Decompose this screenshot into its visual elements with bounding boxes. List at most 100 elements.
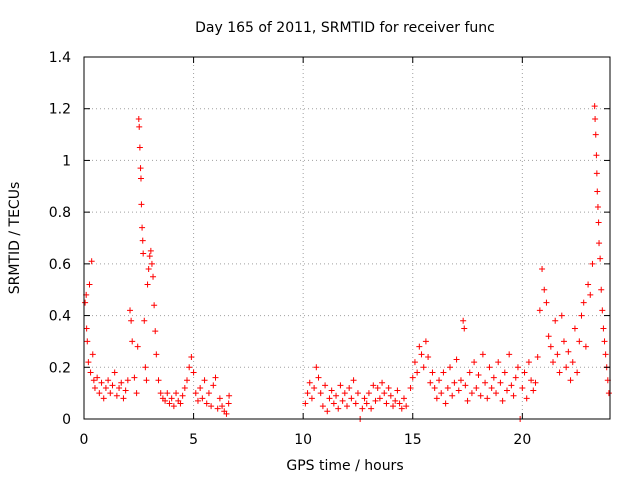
data-point (425, 353, 432, 360)
data-point (593, 152, 600, 159)
data-point (436, 377, 443, 384)
data-point (543, 299, 550, 306)
data-point (86, 281, 93, 288)
data-point (536, 307, 543, 314)
data-point (139, 224, 146, 231)
y-tick-label: 0.6 (49, 257, 71, 273)
data-point (411, 359, 418, 366)
y-tick-label: 0.2 (49, 360, 71, 376)
data-point (100, 395, 107, 402)
data-point (376, 395, 383, 402)
y-tick-label: 0 (62, 412, 71, 428)
data-point (567, 377, 574, 384)
data-point (319, 403, 326, 410)
data-point (574, 369, 581, 376)
data-point (179, 392, 186, 399)
data-point (383, 400, 390, 407)
data-point (137, 165, 144, 172)
data-point (545, 333, 552, 340)
data-point (335, 405, 342, 412)
data-point (479, 351, 486, 358)
data-point (392, 397, 399, 404)
data-point (91, 384, 98, 391)
data-point (605, 390, 612, 397)
data-point (539, 266, 546, 273)
data-point (120, 395, 127, 402)
data-point (372, 397, 379, 404)
data-point (118, 379, 125, 386)
data-point (420, 364, 427, 371)
data-point (153, 351, 160, 358)
data-point (587, 291, 594, 298)
data-point (591, 103, 598, 110)
data-point (381, 390, 388, 397)
data-point (416, 343, 423, 350)
data-point (398, 405, 405, 412)
data-point (137, 175, 144, 182)
data-point (571, 325, 578, 332)
data-point (136, 123, 143, 130)
data-point (170, 403, 177, 410)
data-point (136, 144, 143, 151)
data-point (88, 258, 95, 265)
data-point (197, 384, 204, 391)
data-point (363, 400, 370, 407)
data-point (528, 377, 535, 384)
data-point (409, 374, 416, 381)
data-point (490, 374, 497, 381)
data-point (324, 408, 331, 415)
data-point (82, 299, 89, 306)
x-tick-label: 20 (513, 432, 531, 448)
data-point (473, 384, 480, 391)
data-point (444, 384, 451, 391)
data-point (162, 397, 169, 404)
data-point (129, 338, 136, 345)
data-point (361, 395, 368, 402)
data-point (341, 390, 348, 397)
data-point (403, 403, 410, 410)
data-point (370, 382, 377, 389)
data-point (558, 312, 565, 319)
data-point (565, 348, 572, 355)
data-point (212, 374, 219, 381)
data-point (304, 390, 311, 397)
data-point (116, 384, 123, 391)
data-point (143, 377, 150, 384)
data-point (497, 379, 504, 386)
data-point (461, 325, 468, 332)
data-point (344, 403, 350, 410)
data-point (418, 351, 425, 358)
data-point (601, 338, 608, 345)
data-point (339, 397, 346, 404)
data-point (457, 377, 464, 384)
data-point (328, 387, 335, 394)
data-point (464, 397, 471, 404)
data-point (449, 392, 456, 399)
y-tick-label: 0.8 (49, 205, 71, 221)
data-point (368, 405, 375, 412)
data-point (484, 395, 491, 402)
data-point (429, 369, 436, 376)
data-point (144, 281, 151, 288)
data-point (556, 369, 563, 376)
data-point (306, 379, 313, 386)
data-point (589, 260, 596, 267)
data-point (127, 307, 134, 314)
data-point (510, 392, 517, 399)
x-axis-label: GPS time / hours (286, 458, 403, 474)
data-point (90, 377, 97, 384)
data-point (226, 392, 233, 399)
data-point (396, 400, 403, 407)
data-point (580, 299, 587, 306)
data-point (354, 390, 361, 397)
data-point (400, 395, 407, 402)
data-point (308, 395, 315, 402)
data-point (488, 384, 495, 391)
data-point (166, 400, 173, 407)
data-point (105, 377, 112, 384)
data-point (216, 395, 223, 402)
data-point (322, 382, 329, 389)
data-point (208, 403, 215, 410)
data-point (155, 377, 162, 384)
data-point (131, 374, 138, 381)
